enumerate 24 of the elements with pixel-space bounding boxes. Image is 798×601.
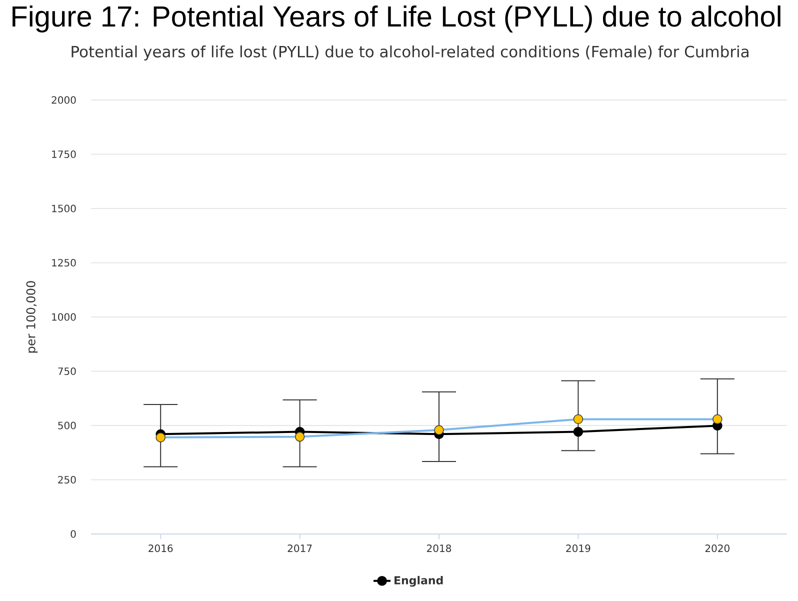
y-axis-title: per 100,000 bbox=[26, 281, 38, 353]
x-tick-label: 2017 bbox=[288, 544, 312, 552]
x-tick-label: 2016 bbox=[148, 544, 173, 552]
point bbox=[156, 432, 166, 442]
y-tick-label: 1500 bbox=[52, 204, 76, 212]
y-tick-label: 2000 bbox=[52, 96, 76, 104]
y-tick-label: 750 bbox=[58, 367, 76, 376]
point bbox=[434, 425, 444, 435]
x-tick-label: 2019 bbox=[566, 544, 590, 552]
y-tick-label: 1000 bbox=[52, 313, 76, 321]
y-tick-label: 500 bbox=[58, 422, 76, 430]
point bbox=[573, 414, 584, 424]
x-tick-label: 2020 bbox=[705, 544, 730, 552]
chart-subtitle: Potential years of life lost (PYLL) due to alcohol-related conditions (Female) for Cumbria bbox=[72, 45, 748, 60]
y-tick-label: 1250 bbox=[52, 258, 76, 267]
point bbox=[294, 432, 305, 442]
y-tick-label: 250 bbox=[58, 476, 76, 484]
legend-label: England bbox=[394, 576, 443, 587]
y-tick-label: 0 bbox=[70, 530, 76, 538]
y-tick-label: 1750 bbox=[52, 150, 76, 158]
chart-title: Figure 17: Potential Years of Life Lost (PYLL) due to alcohol bbox=[12, 5, 780, 33]
x-tick-label: 2018 bbox=[427, 544, 452, 552]
point bbox=[573, 426, 584, 437]
point bbox=[712, 414, 722, 424]
